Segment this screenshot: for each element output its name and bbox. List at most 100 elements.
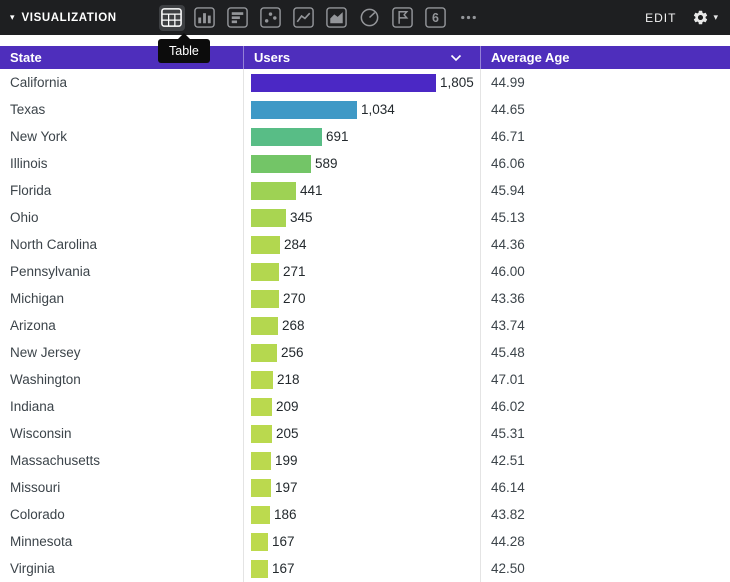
state-cell: North Carolina bbox=[10, 237, 98, 252]
users-bar bbox=[251, 316, 278, 335]
avg-age-cell: 46.14 bbox=[480, 474, 730, 501]
state-cell: Colorado bbox=[10, 507, 65, 522]
toolbar-right: EDIT ▾ bbox=[645, 9, 720, 26]
viz-icons: 6 bbox=[158, 4, 482, 31]
visualization-dropdown[interactable]: ▾ VISUALIZATION bbox=[10, 12, 117, 24]
map-chart-icon[interactable] bbox=[390, 5, 416, 31]
column-header-avg-age[interactable]: Average Age bbox=[480, 46, 730, 69]
column-header-users[interactable]: Users bbox=[243, 46, 480, 69]
state-cell: Massachusetts bbox=[10, 453, 101, 468]
column-header-label: Users bbox=[254, 50, 291, 65]
scatter-chart-icon[interactable] bbox=[258, 5, 284, 31]
state-cell: Michigan bbox=[10, 291, 65, 306]
single-value-icon[interactable]: 6 bbox=[423, 5, 449, 31]
users-cell: 197 bbox=[243, 474, 480, 501]
users-cell: 1,034 bbox=[243, 96, 480, 123]
users-value: 691 bbox=[326, 129, 349, 144]
users-value: 167 bbox=[272, 561, 295, 576]
avg-age-cell: 42.50 bbox=[480, 555, 730, 582]
users-bar bbox=[251, 181, 296, 200]
avg-age-cell: 44.36 bbox=[480, 231, 730, 258]
column-header-state[interactable]: State bbox=[0, 46, 243, 69]
table-body: California 1,805 44.99 Texas 1,034 44.65 New Y… bbox=[0, 69, 730, 582]
line-chart-icon[interactable] bbox=[291, 5, 317, 31]
users-cell: 199 bbox=[243, 447, 480, 474]
avg-age-cell: 45.94 bbox=[480, 177, 730, 204]
state-cell: Washington bbox=[10, 372, 81, 387]
avg-age-cell: 44.65 bbox=[480, 96, 730, 123]
table-row: Illinois 589 46.06 bbox=[0, 150, 730, 177]
state-cell: Ohio bbox=[10, 210, 39, 225]
state-cell: Pennsylvania bbox=[10, 264, 91, 279]
visualization-label: VISUALIZATION bbox=[21, 11, 117, 24]
settings-button[interactable]: ▾ bbox=[692, 9, 718, 26]
column-header-label: State bbox=[10, 50, 42, 65]
state-cell: Illinois bbox=[10, 156, 48, 171]
users-cell: 167 bbox=[243, 528, 480, 555]
users-bar bbox=[251, 343, 277, 362]
users-value: 186 bbox=[274, 507, 297, 522]
avg-age-cell: 46.00 bbox=[480, 258, 730, 285]
users-value: 271 bbox=[283, 264, 306, 279]
edit-button[interactable]: EDIT bbox=[645, 10, 677, 25]
table-tooltip: Table bbox=[158, 33, 210, 63]
table-row: Texas 1,034 44.65 bbox=[0, 96, 730, 123]
state-cell: Texas bbox=[10, 102, 46, 117]
bar-chart-icon[interactable] bbox=[225, 5, 251, 31]
pie-chart-icon[interactable] bbox=[357, 5, 383, 31]
table-row: New Jersey 256 45.48 bbox=[0, 339, 730, 366]
users-cell: 209 bbox=[243, 393, 480, 420]
table-icon[interactable] bbox=[158, 4, 185, 31]
users-value: 205 bbox=[276, 426, 299, 441]
table-row: Massachusetts 199 42.51 bbox=[0, 447, 730, 474]
users-value: 199 bbox=[275, 453, 298, 468]
users-bar bbox=[251, 73, 436, 92]
users-value: 209 bbox=[276, 399, 299, 414]
avg-age-cell: 43.74 bbox=[480, 312, 730, 339]
users-value: 268 bbox=[282, 318, 305, 333]
caret-down-icon: ▾ bbox=[10, 12, 15, 22]
table-row: California 1,805 44.99 bbox=[0, 69, 730, 96]
state-cell: New Jersey bbox=[10, 345, 81, 360]
users-value: 1,805 bbox=[440, 75, 474, 90]
users-value: 256 bbox=[281, 345, 304, 360]
avg-age-cell: 42.51 bbox=[480, 447, 730, 474]
users-value: 270 bbox=[283, 291, 306, 306]
users-value: 284 bbox=[284, 237, 307, 252]
users-cell: 691 bbox=[243, 123, 480, 150]
users-bar bbox=[251, 100, 357, 119]
table-row: Colorado 186 43.82 bbox=[0, 501, 730, 528]
table-row: Virginia 167 42.50 bbox=[0, 555, 730, 582]
users-bar bbox=[251, 559, 268, 578]
state-cell: Wisconsin bbox=[10, 426, 72, 441]
table-row: North Carolina 284 44.36 bbox=[0, 231, 730, 258]
users-cell: 270 bbox=[243, 285, 480, 312]
users-bar bbox=[251, 478, 271, 497]
avg-age-cell: 44.99 bbox=[480, 69, 730, 96]
avg-age-cell: 45.48 bbox=[480, 339, 730, 366]
table-row: Florida 441 45.94 bbox=[0, 177, 730, 204]
users-cell: 268 bbox=[243, 312, 480, 339]
more-icon[interactable] bbox=[456, 5, 482, 31]
sort-desc-chevron-icon bbox=[450, 54, 462, 61]
users-cell: 589 bbox=[243, 150, 480, 177]
table-header: State Users Average Age bbox=[0, 46, 730, 69]
toolbar: ▾ VISUALIZATION 6 EDIT ▾ bbox=[0, 0, 730, 35]
users-bar bbox=[251, 235, 280, 254]
table-row: Minnesota 167 44.28 bbox=[0, 528, 730, 555]
state-cell: California bbox=[10, 75, 68, 90]
table-row: Arizona 268 43.74 bbox=[0, 312, 730, 339]
table-row: Missouri 197 46.14 bbox=[0, 474, 730, 501]
table-row: Ohio 345 45.13 bbox=[0, 204, 730, 231]
users-cell: 1,805 bbox=[243, 69, 480, 96]
column-chart-icon[interactable] bbox=[192, 5, 218, 31]
users-bar bbox=[251, 370, 273, 389]
state-cell: New York bbox=[10, 129, 68, 144]
area-chart-icon[interactable] bbox=[324, 5, 350, 31]
avg-age-cell: 47.01 bbox=[480, 366, 730, 393]
avg-age-cell: 43.82 bbox=[480, 501, 730, 528]
state-cell: Missouri bbox=[10, 480, 61, 495]
settings-caret-icon: ▾ bbox=[713, 12, 718, 22]
tooltip-label: Table bbox=[169, 44, 199, 58]
users-bar bbox=[251, 505, 270, 524]
